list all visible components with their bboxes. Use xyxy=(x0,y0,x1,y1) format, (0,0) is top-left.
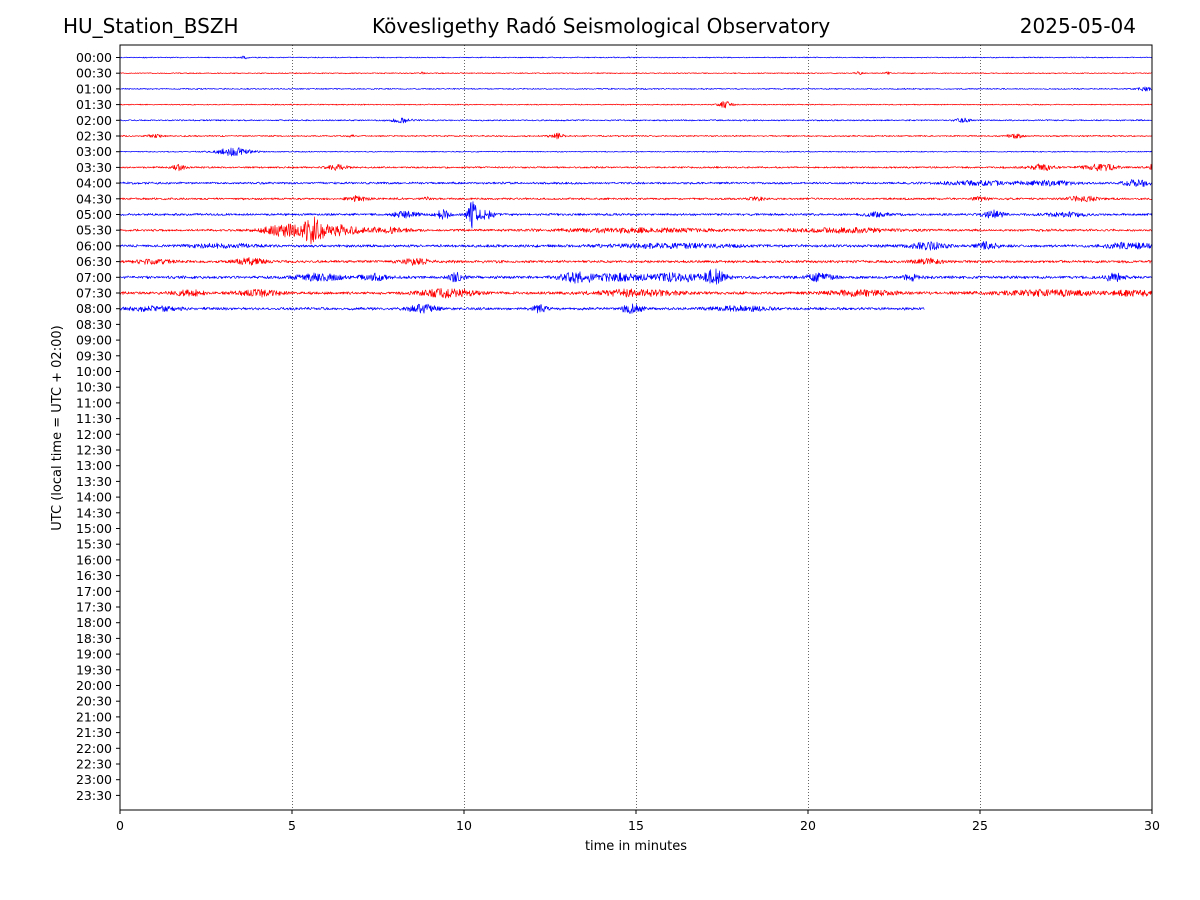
y-tick-label: 08:00 xyxy=(76,301,112,316)
trace-0030 xyxy=(119,71,1152,76)
y-tick-label: 09:00 xyxy=(76,333,112,348)
trace-0430 xyxy=(119,194,1153,203)
y-tick-label: 15:00 xyxy=(76,521,112,536)
y-tick-label: 15:30 xyxy=(76,537,112,552)
y-tick-label: 08:30 xyxy=(76,317,112,332)
y-tick-label: 11:30 xyxy=(76,411,112,426)
y-tick-label: 21:30 xyxy=(76,725,112,740)
station-name: HU_Station_BSZH xyxy=(63,14,239,38)
y-tick-label: 16:30 xyxy=(76,568,112,583)
trace-0700 xyxy=(119,268,1153,285)
y-tick-label: 21:00 xyxy=(76,709,112,724)
y-tick-label: 13:00 xyxy=(76,458,112,473)
trace-0530 xyxy=(119,216,1153,245)
y-tick-label: 17:00 xyxy=(76,584,112,599)
y-tick-label: 01:30 xyxy=(76,97,112,112)
seismic-traces xyxy=(119,55,1153,314)
y-tick-label: 04:30 xyxy=(76,191,112,206)
trace-0200 xyxy=(119,117,1153,124)
trace-0630 xyxy=(119,256,1153,266)
y-tick-label: 13:30 xyxy=(76,474,112,489)
chart-date: 2025-05-04 xyxy=(1019,14,1136,38)
y-tick-label: 03:00 xyxy=(76,144,112,159)
y-tick-label: 02:30 xyxy=(76,129,112,144)
y-tick-label: 19:00 xyxy=(76,647,112,662)
y-tick-label: 12:30 xyxy=(76,443,112,458)
y-tick-label: 16:00 xyxy=(76,552,112,567)
y-tick-label: 00:30 xyxy=(76,66,112,81)
grid-lines xyxy=(292,45,981,810)
y-tick-label: 03:30 xyxy=(76,160,112,175)
trace-0130 xyxy=(119,100,1153,109)
y-tick-label: 01:00 xyxy=(76,81,112,96)
y-tick-label: 12:00 xyxy=(76,427,112,442)
trace-0230 xyxy=(119,132,1153,140)
y-tick-label: 20:30 xyxy=(76,694,112,709)
x-tick-label: 30 xyxy=(1144,818,1160,833)
y-tick-label: 04:00 xyxy=(76,176,112,191)
y-tick-label: 05:30 xyxy=(76,223,112,238)
y-tick-label: 20:00 xyxy=(76,678,112,693)
trace-0400 xyxy=(119,179,1153,187)
y-tick-label: 00:00 xyxy=(76,50,112,65)
y-tick-label: 22:30 xyxy=(76,757,112,772)
y-tick-label: 22:00 xyxy=(76,741,112,756)
trace-0300 xyxy=(119,147,1153,157)
trace-0800 xyxy=(119,303,925,314)
trace-0100 xyxy=(119,86,1153,92)
y-tick-label: 23:30 xyxy=(76,788,112,803)
x-axis-ticks: 0 5 10 15 20 25 30 xyxy=(116,810,1160,833)
y-tick-label: 10:00 xyxy=(76,364,112,379)
trace-0000 xyxy=(120,55,1153,60)
y-tick-label: 06:30 xyxy=(76,254,112,269)
axes-frame xyxy=(119,44,1153,811)
y-tick-label: 17:30 xyxy=(76,600,112,615)
trace-0330 xyxy=(119,163,1153,172)
x-tick-label: 0 xyxy=(116,818,124,833)
y-tick-label: 06:00 xyxy=(76,238,112,253)
trace-0500 xyxy=(120,201,1153,229)
y-tick-label: 14:30 xyxy=(76,505,112,520)
x-tick-label: 10 xyxy=(456,818,472,833)
y-axis-label: UTC (local time = UTC + 02:00) xyxy=(50,325,65,530)
y-tick-label: 10:30 xyxy=(76,380,112,395)
chart-title: Kövesligethy Radó Seismological Observat… xyxy=(372,14,831,38)
x-tick-label: 25 xyxy=(972,818,988,833)
y-tick-label: 11:00 xyxy=(76,395,112,410)
x-tick-label: 20 xyxy=(800,818,816,833)
y-tick-label: 14:00 xyxy=(76,490,112,505)
trace-0730 xyxy=(119,287,1153,299)
x-tick-label: 5 xyxy=(288,818,296,833)
y-tick-label: 02:00 xyxy=(76,113,112,128)
y-tick-label: 18:00 xyxy=(76,615,112,630)
y-tick-label: 09:30 xyxy=(76,348,112,363)
y-tick-label: 05:00 xyxy=(76,207,112,222)
y-tick-label: 19:30 xyxy=(76,662,112,677)
x-axis-label: time in minutes xyxy=(585,839,687,854)
y-tick-label: 18:30 xyxy=(76,631,112,646)
y-tick-label: 23:00 xyxy=(76,772,112,787)
y-axis-ticks: 00:0000:3001:0001:3002:0002:3003:0003:30… xyxy=(76,50,120,803)
y-tick-label: 07:00 xyxy=(76,270,112,285)
y-tick-label: 07:30 xyxy=(76,286,112,301)
trace-0600 xyxy=(119,241,1153,251)
x-tick-label: 15 xyxy=(628,818,644,833)
